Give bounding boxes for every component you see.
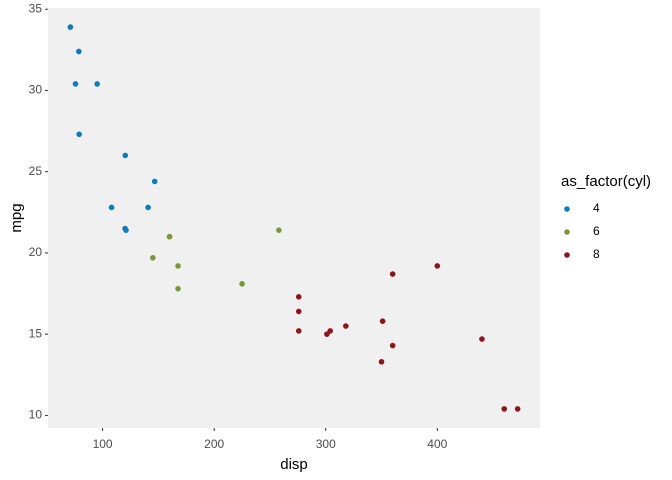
point [343, 323, 349, 329]
legend-marker [564, 229, 570, 235]
point [295, 328, 302, 334]
legend-label: 8 [593, 247, 600, 261]
point [295, 308, 302, 315]
point [123, 227, 129, 233]
point [276, 227, 282, 233]
point [175, 263, 181, 269]
point [145, 204, 151, 211]
y-tick-label: 15 [29, 326, 43, 340]
legend-title: as_factor(cyl) [561, 173, 651, 190]
y-tick-label: 20 [29, 245, 43, 259]
point [295, 294, 302, 300]
point [434, 263, 441, 269]
point [175, 285, 181, 292]
point [324, 331, 330, 337]
point [378, 358, 385, 365]
y-tick-label: 25 [29, 164, 43, 178]
panel [48, 8, 540, 428]
point [514, 406, 521, 412]
x-tick-label: 400 [427, 437, 447, 451]
x-tick-label: 100 [93, 437, 113, 451]
point [72, 81, 79, 87]
point [389, 342, 396, 349]
x-tick-label: 300 [316, 437, 336, 451]
point [389, 271, 396, 277]
point [67, 24, 74, 30]
point [76, 131, 82, 138]
point [166, 233, 173, 240]
point [239, 281, 245, 287]
point [122, 152, 129, 159]
y-tick-label: 30 [29, 83, 43, 97]
point [108, 204, 115, 211]
x-axis-title: disp [280, 456, 308, 473]
y-tick-label: 10 [29, 408, 43, 422]
x-tick-label: 200 [204, 437, 224, 451]
point [379, 318, 386, 324]
legend-marker [564, 252, 570, 258]
legend-label: 6 [593, 224, 600, 238]
y-axis-title: mpg [8, 203, 25, 232]
y-tick-label: 35 [29, 1, 43, 15]
point [150, 255, 156, 261]
point [151, 178, 158, 185]
legend-marker [564, 206, 570, 212]
point [501, 406, 508, 412]
point [94, 81, 100, 87]
point [76, 48, 82, 55]
point [479, 336, 485, 342]
legend-label: 4 [593, 201, 600, 215]
